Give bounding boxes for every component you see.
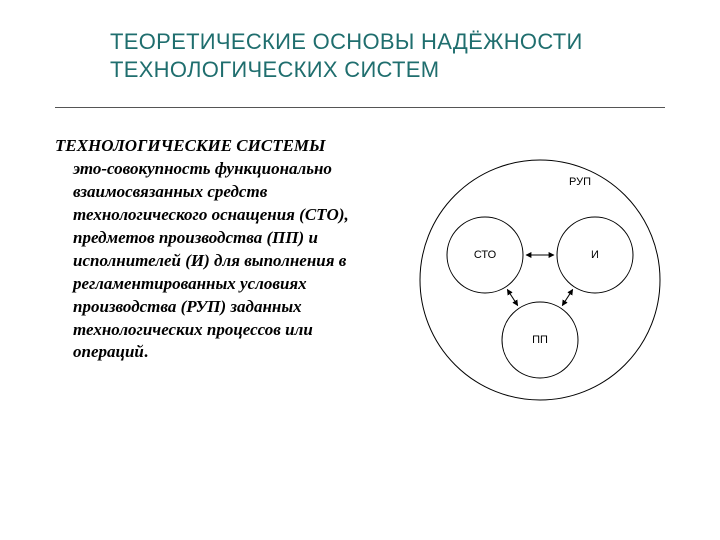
edge-i-pp [562,289,572,305]
diagram-svg: РУП СТО И ПП [390,145,690,445]
system-diagram: РУП СТО И ПП [390,145,690,445]
edge-sto-pp [507,289,517,305]
definition-text: ТЕХНОЛОГИЧЕСКИЕ СИСТЕМЫ это-совокупность… [55,135,355,364]
outer-label: РУП [569,176,591,188]
definition-tail: . [144,342,148,361]
node-label-pp: ПП [532,334,548,346]
node-label-sto: СТО [474,249,497,261]
nodes: СТО И ПП [447,217,633,378]
slide: ТЕОРЕТИЧЕСКИЕ ОСНОВЫ НАДЁЖНОСТИ ТЕХНОЛОГ… [0,0,720,540]
horizontal-rule [55,107,665,108]
page-title: ТЕОРЕТИЧЕСКИЕ ОСНОВЫ НАДЁЖНОСТИ ТЕХНОЛОГ… [110,28,650,83]
node-label-i: И [591,249,599,261]
definition-italic: ТЕХНОЛОГИЧЕСКИЕ СИСТЕМЫ это-совокупность… [55,136,349,361]
